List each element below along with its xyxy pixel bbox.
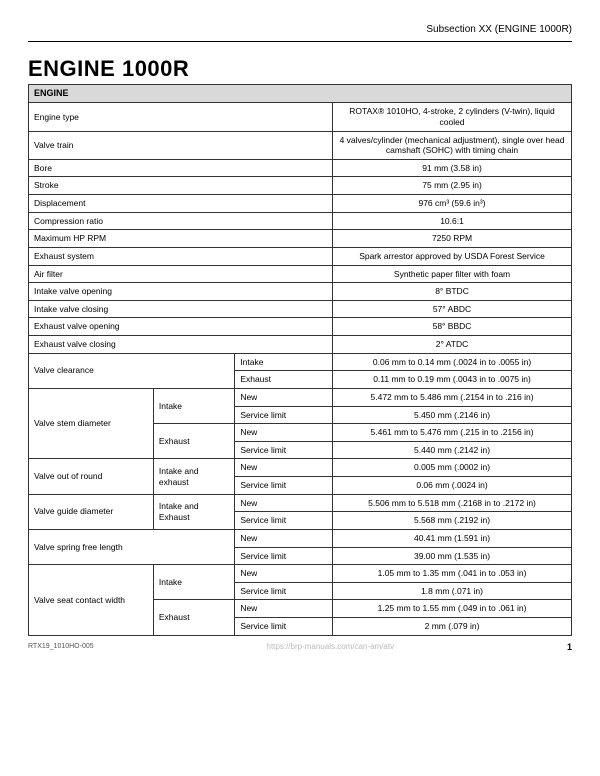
doc-id: RTX19_1010HO-005 [28,643,94,650]
page-number: 1 [567,642,572,652]
subsection-label: Subsection XX (ENGINE 1000R) [28,24,572,35]
page-footer: RTX19_1010HO-005 https://brp-manuals.com… [28,642,572,652]
engine-spec-table: ENGINE Engine typeROTAX® 1010HO, 4-strok… [28,84,572,636]
section-header: ENGINE [29,85,572,103]
source-url: https://brp-manuals.com/can-am/atv [267,642,395,651]
divider [28,41,572,42]
page-title: ENGINE 1000R [28,56,572,82]
